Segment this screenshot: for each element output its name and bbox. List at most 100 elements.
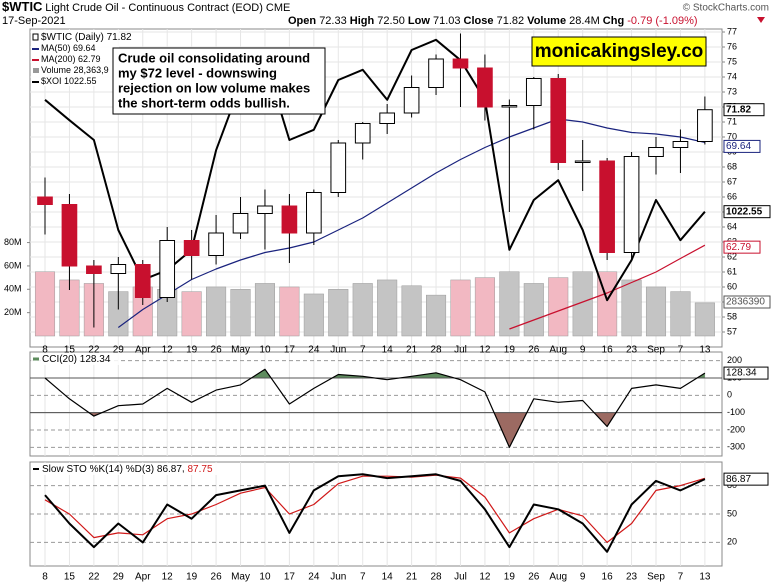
header-title: $WTIC Light Crude Oil - Continuous Contr…	[2, 0, 290, 14]
x-tick-label: Jun	[330, 572, 346, 583]
x-tick-label: Aug	[549, 345, 567, 356]
x-tick-label: 9	[580, 572, 586, 583]
volume-bar	[548, 277, 569, 337]
volume-bar	[523, 283, 544, 337]
x-tick-label: 22	[88, 572, 100, 583]
volume-tick-label: 60M	[4, 260, 22, 270]
y-tick-label: -300	[727, 442, 745, 452]
x-tick-label: Apr	[135, 572, 151, 583]
volume-bar	[572, 271, 593, 337]
x-tick-label: 14	[382, 345, 394, 356]
volume-bar	[694, 302, 715, 337]
x-tick-label: 13	[699, 345, 711, 356]
x-tick-label: Apr	[135, 345, 151, 356]
volume-bar	[401, 285, 422, 337]
legend-name: $WTIC (Daily)	[41, 32, 104, 43]
legend-name: %K(14)	[90, 464, 123, 475]
q-label: High	[350, 15, 375, 27]
legend-name: Volume	[41, 65, 71, 75]
candle-body	[623, 156, 640, 253]
x-tick-label: 21	[406, 345, 418, 356]
candle-body	[208, 232, 224, 256]
volume-bar	[450, 279, 471, 337]
legend-bg	[31, 353, 121, 365]
x-tick-label: 19	[504, 572, 516, 583]
candle-body	[428, 58, 444, 88]
name: Light Crude Oil - Continuous Contract (E…	[45, 2, 290, 14]
legend-entry: Volume 28,363,9	[41, 65, 109, 75]
candle-body	[697, 109, 713, 142]
legend-entry: MA(50) 69.64	[41, 43, 96, 53]
x-tick-label: 14	[382, 572, 394, 583]
q-value: 28.4M	[569, 15, 600, 27]
indicator-line	[44, 368, 706, 448]
candle-body	[379, 112, 395, 124]
candle-body	[525, 78, 542, 106]
legend-value: 28,363,9	[74, 65, 109, 75]
candle-body	[599, 160, 615, 253]
value-tag-text: 71.82	[726, 104, 751, 115]
symbol: $WTIC	[2, 0, 43, 14]
q-label: Volume	[527, 15, 566, 27]
volume-bar	[34, 271, 56, 337]
x-tick-label: 29	[113, 572, 125, 583]
volume-tick-label: 40M	[4, 284, 22, 294]
y-tick-label: 73	[727, 86, 737, 96]
candle-body	[134, 264, 151, 298]
volume-bar	[352, 283, 373, 337]
legend-value: 87.75	[187, 464, 212, 475]
x-tick-label: 21	[406, 572, 418, 583]
x-tick-label: 26	[528, 345, 540, 356]
q-label: Chg	[603, 15, 624, 27]
value-tag	[723, 103, 765, 117]
y-tick-label: 71	[727, 116, 737, 126]
x-tick-label: 16	[602, 572, 614, 583]
candle-body	[574, 160, 591, 163]
value-tag-text: 86.87	[726, 474, 751, 485]
y-tick-label: 75	[727, 56, 737, 66]
volume-bar	[499, 271, 520, 337]
legend-value: 62.79	[78, 54, 101, 64]
legend-entry: Slow STO %K(14) %D(3) 86.87, 87.75	[42, 464, 213, 475]
legend-value: 1022.55	[64, 76, 97, 86]
value-tag-text: 62.79	[726, 242, 751, 253]
x-tick-label: 29	[113, 345, 125, 356]
x-tick-label: 26	[211, 345, 223, 356]
q-value: 72.33	[319, 15, 347, 27]
x-tick-label: 15	[64, 572, 76, 583]
value-tag-text: 2836390	[726, 297, 765, 308]
x-tick-label: 23	[626, 572, 638, 583]
candle-body	[354, 123, 371, 144]
candle-body	[61, 204, 78, 267]
x-tick-label: 26	[528, 572, 540, 583]
legend-swatch	[33, 68, 39, 73]
candle-body	[37, 196, 53, 205]
candle-body	[86, 265, 102, 274]
q-value: 71.03	[433, 15, 461, 27]
candle-body	[477, 67, 493, 108]
legend-entry: CCI(20) 128.34	[42, 354, 111, 365]
credit: © StockCharts.com	[683, 3, 769, 14]
candle-body	[672, 141, 689, 148]
overlay-line	[509, 244, 706, 330]
annotation-line: my $72 level - downswing	[118, 65, 277, 80]
volume-bar	[377, 279, 398, 337]
legend-name: $XOI	[41, 76, 62, 86]
x-tick-label: 12	[162, 345, 174, 356]
legend-value: 86.87	[157, 464, 182, 475]
q-label: Open	[288, 15, 316, 27]
candle-body	[550, 78, 567, 163]
legend-name: MA(50)	[41, 43, 71, 53]
y-tick-label: 58	[727, 311, 737, 321]
y-tick-label: 57	[727, 326, 737, 336]
x-tick-label: Jul	[454, 572, 467, 583]
x-tick-label: Sep	[647, 572, 665, 583]
x-tick-label: 12	[479, 572, 491, 583]
annotation-box	[112, 47, 326, 115]
x-tick-label: 7	[360, 572, 366, 583]
legend-name: CCI(20)	[42, 354, 77, 365]
legend-name: %D(3)	[126, 464, 154, 475]
candle-body	[232, 213, 249, 234]
x-tick-label: 10	[259, 345, 271, 356]
x-tick-label: 7	[678, 345, 684, 356]
